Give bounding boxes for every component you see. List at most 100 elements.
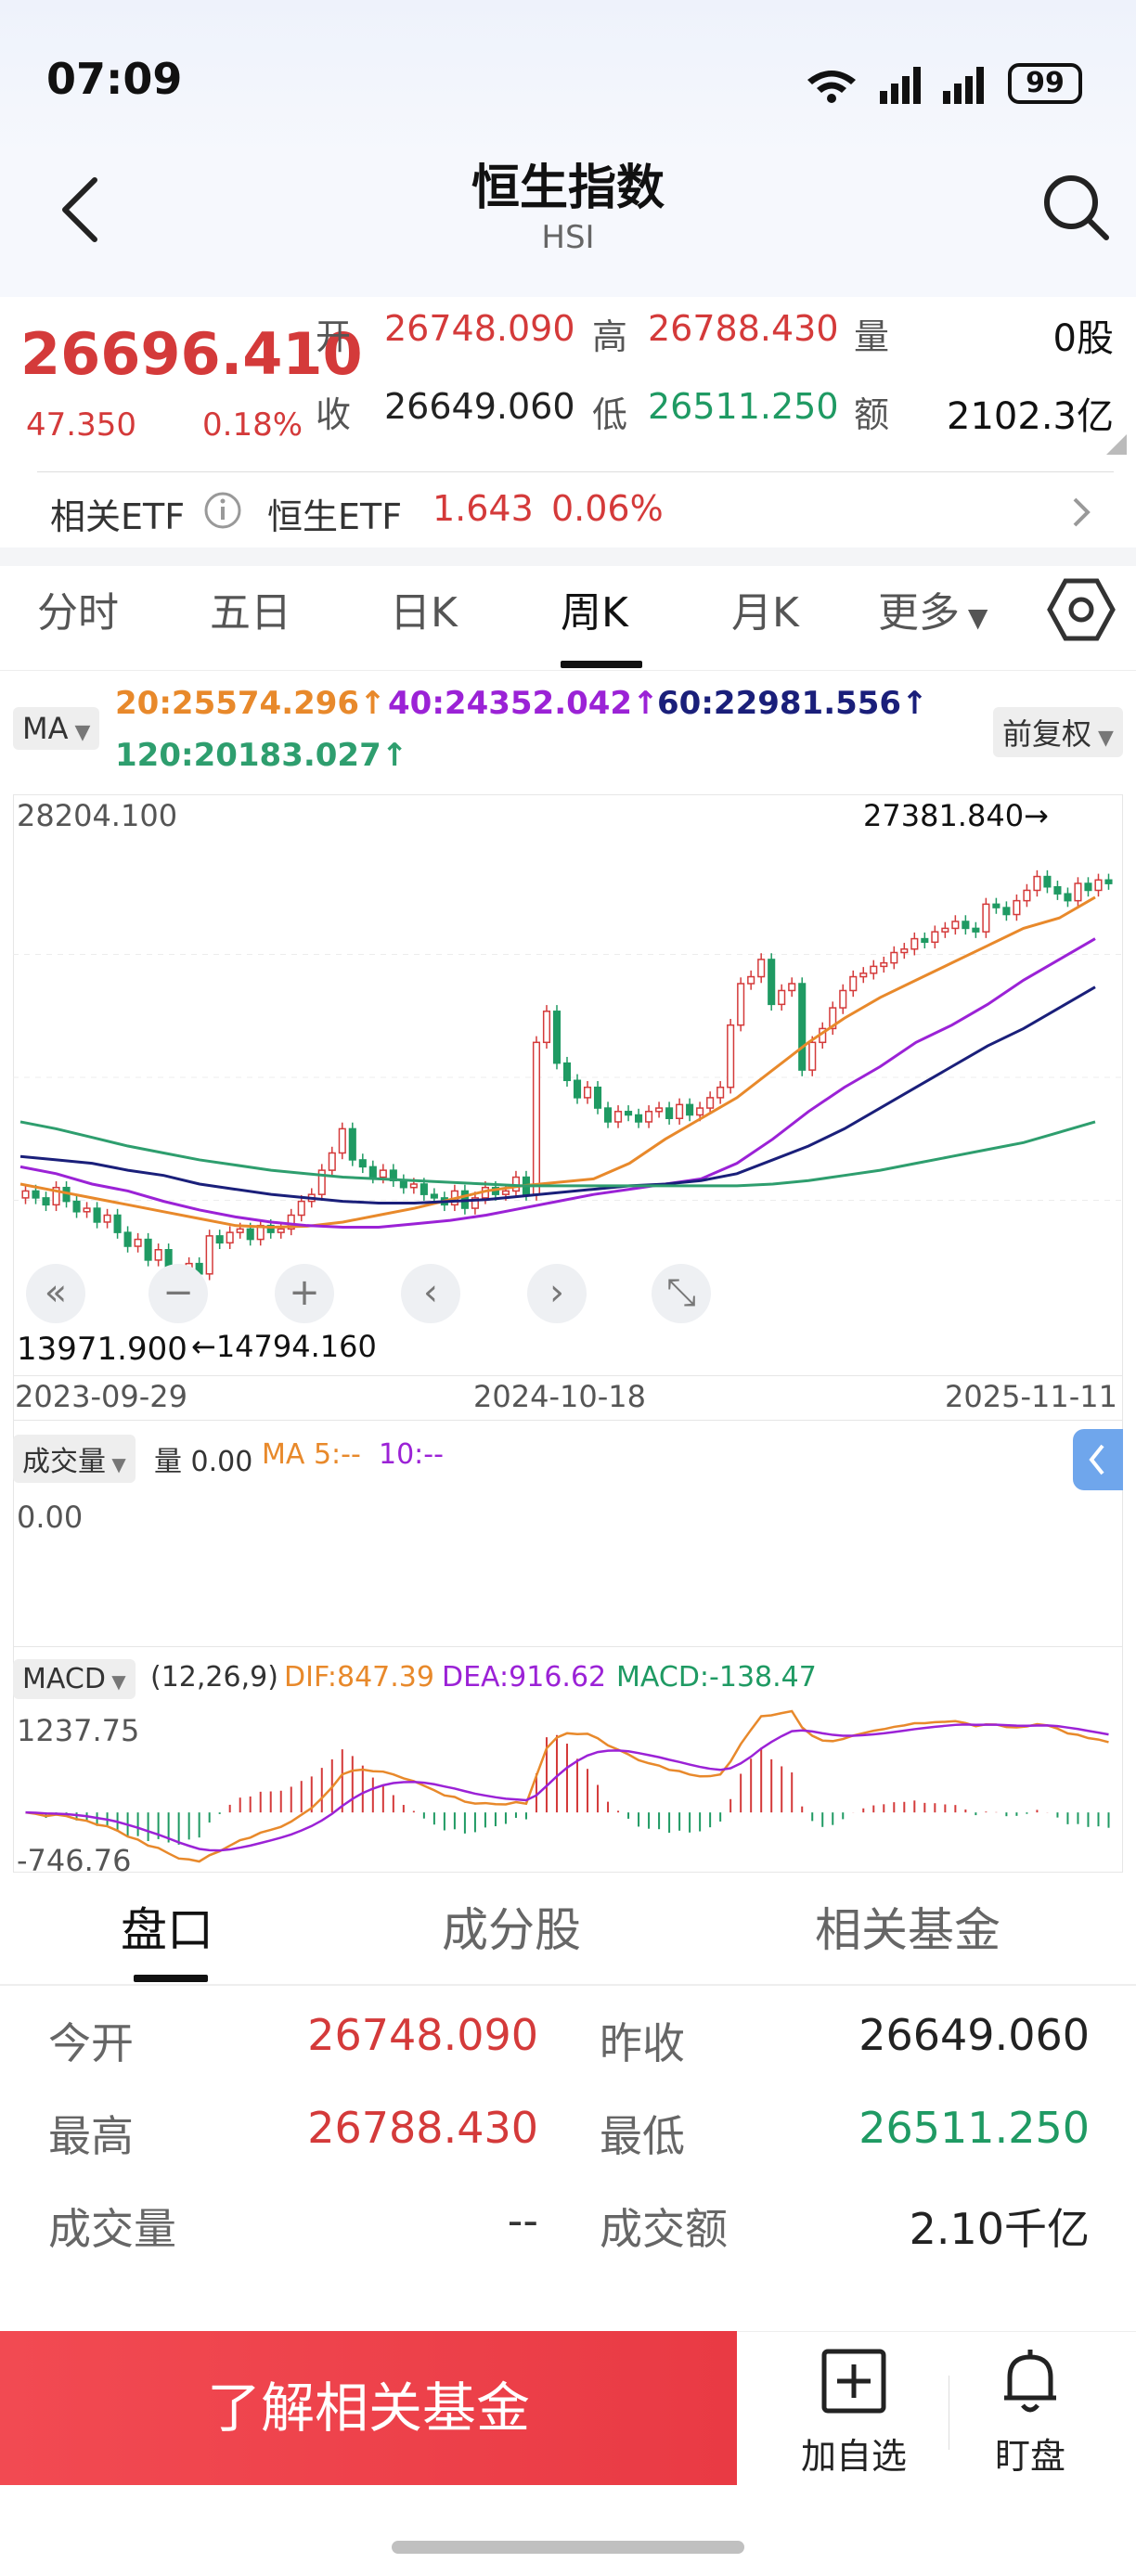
x-axis-label-start: 2023-09-29 xyxy=(15,1379,187,1414)
candlestick xyxy=(808,1036,817,1076)
candlestick xyxy=(277,1222,285,1239)
candlestick xyxy=(921,932,929,949)
corner-triangle-icon xyxy=(1106,434,1127,455)
tab-monthly-k[interactable]: 月K xyxy=(731,589,799,637)
volume-selector[interactable]: 成交量 ▼ xyxy=(13,1435,136,1483)
adjust-selector[interactable]: 前复权 ▼ xyxy=(993,707,1123,757)
candlestick xyxy=(737,977,745,1032)
divider xyxy=(0,1984,1136,1986)
candlestick xyxy=(1104,873,1113,890)
add-watchlist-label: 加自选 xyxy=(800,2436,907,2477)
candlestick xyxy=(890,946,898,970)
prev-close-value: 26649.060 xyxy=(384,386,575,427)
tab-weekly-k[interactable]: 周K xyxy=(561,589,628,637)
open-label: 开 xyxy=(316,316,352,357)
ma-selector-label: MA xyxy=(22,711,69,746)
candlestick-chart[interactable] xyxy=(13,794,1123,1370)
amount-label: 额 xyxy=(854,394,890,435)
add-watchlist-button[interactable]: 加自选 xyxy=(789,2342,919,2481)
candlestick xyxy=(297,1194,305,1222)
candlestick xyxy=(880,956,888,973)
learn-funds-button[interactable]: 了解相关基金 xyxy=(0,2331,737,2485)
candlestick xyxy=(134,1232,142,1253)
zoom-in-button[interactable]: + xyxy=(275,1264,334,1323)
candlestick xyxy=(849,970,858,998)
candlestick xyxy=(113,1208,122,1239)
collapse-panel-button[interactable] xyxy=(1073,1429,1123,1490)
ma-selector[interactable]: MA ▼ xyxy=(13,707,100,750)
candlestick xyxy=(52,1181,60,1212)
scroll-left-button[interactable]: ‹ xyxy=(401,1264,460,1323)
candlestick xyxy=(778,984,786,1011)
high-value: 26788.430 xyxy=(648,308,839,349)
high-value: 26788.430 xyxy=(307,2103,538,2153)
tab-related-funds[interactable]: 相关基金 xyxy=(815,1903,1000,1957)
x-axis-label-end: 2025-11-11 xyxy=(945,1379,1117,1414)
tab-daily-k[interactable]: 日K xyxy=(390,589,458,637)
ma20-value: 20:25574.296↑ xyxy=(115,685,386,722)
ma60-value: 60:22981.556↑ xyxy=(657,685,928,722)
ma60-line xyxy=(19,985,1096,1204)
candlestick xyxy=(788,977,796,998)
tab-more[interactable]: 更多 ▼ xyxy=(878,579,988,638)
scroll-right-button[interactable]: › xyxy=(527,1264,587,1323)
caret-down-icon: ▼ xyxy=(68,721,91,744)
candlestick xyxy=(727,1018,735,1094)
settings-hexagon-icon[interactable] xyxy=(1047,575,1116,644)
divider xyxy=(0,670,1136,671)
section-separator xyxy=(0,547,1136,566)
ma40-line xyxy=(19,937,1096,1230)
price-change: 47.350 xyxy=(26,406,136,444)
tab-constituents[interactable]: 成分股 xyxy=(442,1903,581,1957)
close-label: 收 xyxy=(316,394,352,435)
candlestick xyxy=(870,960,878,980)
high-label: 高 xyxy=(592,316,628,357)
macd-axis-bottom: -746.76 xyxy=(17,1843,132,1878)
search-button[interactable] xyxy=(1039,171,1114,245)
tab-five-day[interactable]: 五日 xyxy=(210,589,291,637)
today-open-value: 26748.090 xyxy=(307,2010,538,2060)
candlestick xyxy=(941,921,949,938)
chevron-left-icon xyxy=(62,177,97,242)
amount-label: 成交额 xyxy=(600,2204,728,2254)
adjust-selector-label: 前复权 xyxy=(1002,716,1092,752)
candlestick xyxy=(593,1081,602,1114)
volume-text: 量 0.00 xyxy=(154,1446,253,1478)
zoom-out-button[interactable]: − xyxy=(148,1264,208,1323)
candlestick xyxy=(1084,877,1092,897)
candlestick xyxy=(910,932,919,956)
info-icon[interactable] xyxy=(202,490,243,531)
back-button[interactable] xyxy=(46,167,121,251)
open-value: 26748.090 xyxy=(384,308,575,349)
monitor-button[interactable]: 盯盘 xyxy=(965,2342,1095,2481)
ma120-value: 120:20183.027↑ xyxy=(115,737,408,774)
candlestick xyxy=(154,1243,162,1267)
candlestick xyxy=(1053,881,1062,900)
macd-dif-line xyxy=(25,1709,1109,1863)
bell-icon xyxy=(1004,2350,1056,2413)
min-price-annotation: ←14794.160 xyxy=(191,1329,377,1364)
chart-area[interactable] xyxy=(13,794,1123,1873)
related-etf-row[interactable]: 相关ETF 恒生ETF 1.643 0.06% xyxy=(0,475,1136,549)
candlestick xyxy=(256,1218,265,1246)
etf-label: 相关ETF xyxy=(50,496,186,537)
candlestick xyxy=(358,1153,367,1174)
volume-ma5: MA 5:-- xyxy=(262,1438,361,1471)
candlestick xyxy=(1074,877,1082,908)
active-tab-indicator xyxy=(561,661,642,668)
fullscreen-button[interactable]: ⤡ xyxy=(652,1264,711,1323)
candlestick xyxy=(532,1036,541,1201)
tab-intraday[interactable]: 分时 xyxy=(37,589,119,637)
candlestick xyxy=(287,1208,295,1236)
candlestick xyxy=(144,1232,152,1267)
home-indicator xyxy=(392,2541,744,2554)
tab-order-book[interactable]: 盘口 xyxy=(121,1903,213,1957)
scroll-left-fast-button[interactable]: « xyxy=(26,1264,85,1323)
macd-axis-top: 1237.75 xyxy=(17,1713,140,1748)
divider xyxy=(13,1375,1123,1376)
candlestick xyxy=(900,943,909,960)
candlestick xyxy=(1094,873,1103,897)
macd-chart xyxy=(25,1709,1110,1863)
y-axis-top-label: 28204.100 xyxy=(17,798,178,833)
macd-selector[interactable]: MACD ▼ xyxy=(13,1659,136,1699)
